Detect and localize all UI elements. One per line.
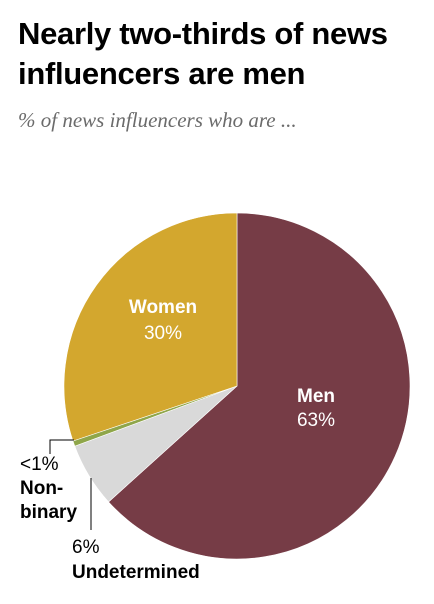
- chart-title: Nearly two-thirds of news influencers ar…: [18, 16, 388, 91]
- label-women: Women: [129, 297, 197, 318]
- value-men: 63%: [297, 410, 335, 431]
- label-undetermined: Undetermined: [72, 562, 200, 583]
- value-nonbinary: <1%: [20, 454, 59, 475]
- pie-slice-women: [63, 212, 238, 442]
- leader-line-nonbinary: [49, 439, 74, 454]
- value-undetermined: 6%: [72, 537, 100, 558]
- pie-slice-men: [108, 212, 411, 560]
- chart-subtitle: % of news influencers who are ...: [18, 108, 297, 132]
- label-nonbinary-line1: Non-: [20, 478, 63, 499]
- label-nonbinary-line2: binary: [20, 502, 77, 523]
- label-men: Men: [297, 386, 335, 407]
- value-women: 30%: [144, 323, 182, 344]
